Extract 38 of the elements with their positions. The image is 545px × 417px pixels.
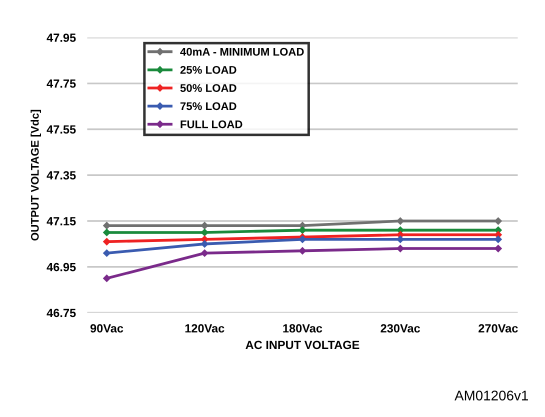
point bbox=[298, 236, 306, 243]
point bbox=[396, 236, 404, 243]
point bbox=[396, 217, 404, 225]
point bbox=[200, 240, 208, 248]
point bbox=[103, 274, 110, 282]
legend-label: 50% LOAD bbox=[180, 84, 236, 92]
point bbox=[103, 222, 110, 230]
y-tick-label: 46.95 bbox=[46, 262, 76, 272]
y-axis-title: OUTPUT VOLTAGE [Vdc] bbox=[30, 110, 41, 241]
point bbox=[494, 217, 502, 225]
point bbox=[200, 228, 208, 236]
legend-label: 25% LOAD bbox=[180, 66, 236, 74]
x-tick-label: 270Vac bbox=[478, 324, 518, 333]
x-tick-label: 90Vac bbox=[90, 324, 124, 333]
point bbox=[200, 222, 208, 230]
point bbox=[298, 247, 306, 254]
y-tick-label: 47.35 bbox=[46, 171, 76, 180]
y-tick-label: 46.75 bbox=[46, 308, 76, 318]
text: AM01206v1 bbox=[454, 390, 528, 400]
legend-label: 75% LOAD bbox=[180, 102, 236, 110]
point bbox=[494, 244, 502, 252]
point bbox=[103, 249, 110, 257]
x-axis-title: AC INPUT VOLTAGE bbox=[246, 340, 360, 350]
point bbox=[298, 226, 306, 234]
point bbox=[494, 236, 502, 243]
y-tick-label: 47.95 bbox=[46, 34, 76, 42]
point bbox=[396, 244, 404, 252]
legend-label: 40mA - MINIMUM LOAD bbox=[180, 48, 304, 56]
x-tick-label: 180Vac bbox=[283, 324, 322, 333]
point bbox=[103, 238, 110, 246]
y-tick-label: 47.15 bbox=[46, 217, 76, 226]
point bbox=[200, 249, 208, 257]
legend-label: FULL LOAD bbox=[180, 120, 242, 128]
y-tick-label: 47.55 bbox=[46, 125, 76, 134]
x-tick-label: 120Vac bbox=[185, 324, 224, 333]
y-tick-label: 47.75 bbox=[46, 80, 76, 88]
point bbox=[103, 228, 110, 236]
x-tick-label: 230Vac bbox=[380, 324, 420, 333]
